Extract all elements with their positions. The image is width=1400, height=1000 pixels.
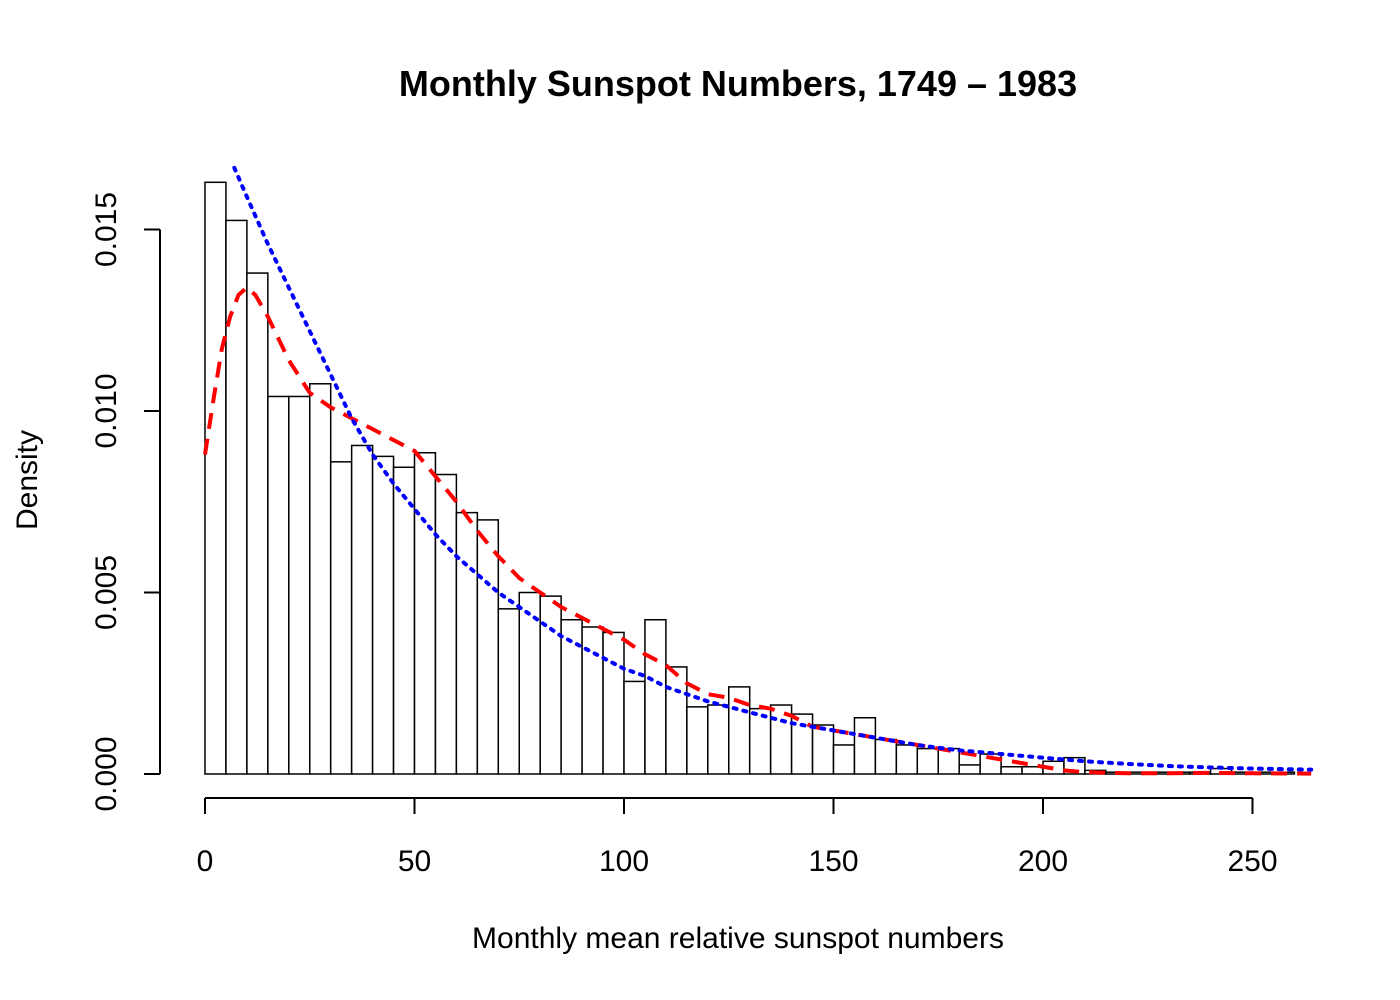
- histogram-bar: [874, 738, 898, 775]
- histogram-bar: [434, 473, 458, 775]
- histogram-bar: [497, 608, 520, 775]
- histogram-bar: [811, 724, 835, 775]
- histogram-bar: [686, 706, 709, 775]
- density-curve-dashed: [203, 285, 1312, 776]
- histogram-bar: [413, 452, 437, 775]
- histogram-bar: [392, 466, 416, 775]
- x-tick-label: 50: [398, 845, 431, 878]
- histogram-bar: [288, 395, 311, 775]
- x-tick-label: 0: [197, 845, 214, 878]
- histogram-bar: [665, 666, 688, 775]
- histogram-bar: [267, 395, 290, 775]
- histogram-bar: [832, 744, 856, 775]
- histogram-bar: [602, 631, 625, 775]
- histogram-bars: [204, 181, 1296, 775]
- y-tick-label: 0.005: [90, 555, 123, 630]
- histogram-bar: [707, 704, 730, 775]
- x-tick-label: 100: [599, 845, 649, 878]
- histogram-bar: [644, 618, 667, 775]
- histogram-bar: [476, 519, 500, 775]
- x-tick-label: 250: [1227, 845, 1277, 878]
- histogram-bar: [246, 272, 269, 775]
- histogram-bar: [748, 707, 772, 775]
- histogram-bar: [560, 618, 583, 775]
- histogram-bar: [225, 219, 248, 775]
- x-tick-label: 150: [808, 845, 858, 878]
- histogram-bar: [329, 461, 353, 775]
- x-tick-label: 200: [1018, 845, 1068, 878]
- y-axis-label: Density: [11, 430, 44, 530]
- density-curve-dotted: [232, 165, 1314, 772]
- y-axis: 0.000 0.005 0.010 0.015: [90, 192, 161, 812]
- histogram-bar: [371, 455, 395, 775]
- x-axis: 0 50 100 150 200 250: [197, 797, 1278, 878]
- histogram-bar: [204, 181, 227, 775]
- histogram-bar: [309, 383, 332, 775]
- y-tick-label: 0.010: [90, 373, 123, 448]
- histogram-bar: [455, 511, 479, 775]
- histogram-bar: [853, 716, 877, 775]
- chart-title: Monthly Sunspot Numbers, 1749 – 1983: [399, 63, 1077, 104]
- histogram-bar: [623, 680, 646, 775]
- histogram-bar: [958, 764, 981, 775]
- density-curves: [203, 165, 1314, 776]
- histogram-bar: [895, 744, 919, 775]
- histogram-bar: [350, 444, 374, 775]
- histogram-bar: [1000, 765, 1023, 775]
- histogram-bar: [916, 747, 939, 775]
- y-tick-label: 0.015: [90, 192, 123, 267]
- y-tick-label: 0.000: [90, 736, 123, 811]
- x-axis-label: Monthly mean relative sunspot numbers: [472, 922, 1004, 955]
